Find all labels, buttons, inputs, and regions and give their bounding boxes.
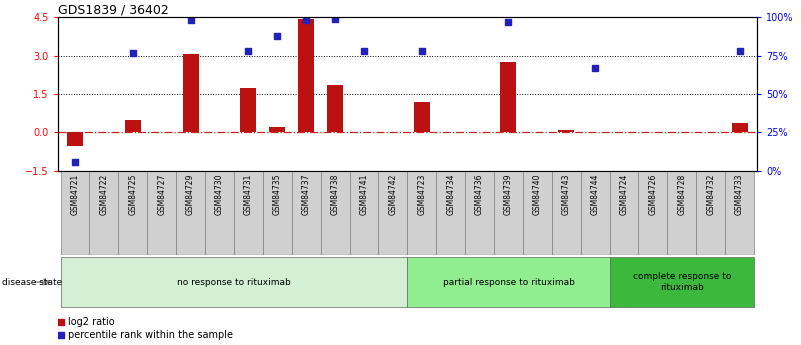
Text: GSM84736: GSM84736 (475, 173, 484, 215)
Point (54, 333, 67, 338)
Text: GSM84723: GSM84723 (417, 173, 426, 215)
Text: GSM84739: GSM84739 (504, 173, 513, 215)
Bar (298, 19, 314, 132)
Bar (696, 171, 725, 255)
Bar (465, 171, 494, 255)
Text: GSM84729: GSM84729 (186, 173, 195, 215)
Bar (610, 171, 638, 255)
Bar (292, 171, 320, 255)
Bar (349, 171, 378, 255)
Text: percentile rank within the sample: percentile rank within the sample (67, 331, 232, 341)
Text: GSM84730: GSM84730 (215, 173, 224, 215)
Text: no response to rituximab: no response to rituximab (177, 277, 291, 287)
Point (502, 19, 515, 24)
Bar (523, 171, 552, 255)
Text: GSM84732: GSM84732 (706, 173, 715, 215)
Point (271, 33, 284, 38)
Bar (667, 171, 696, 255)
Bar (501, 62, 517, 132)
Point (184, 18, 197, 23)
Text: GSM84734: GSM84734 (446, 173, 455, 215)
Bar (147, 171, 176, 255)
Bar (205, 171, 234, 255)
Bar (327, 85, 343, 132)
Text: GSM84721: GSM84721 (70, 173, 79, 215)
Bar (407, 171, 437, 255)
Bar (125, 120, 141, 132)
Bar (90, 171, 119, 255)
Bar (552, 171, 581, 255)
Bar (61, 171, 90, 255)
Bar (638, 171, 667, 255)
Bar (240, 88, 256, 132)
Bar (378, 171, 407, 255)
Text: GSM84735: GSM84735 (273, 173, 282, 215)
Text: complete response to
rituximab: complete response to rituximab (633, 272, 731, 292)
Text: GSM84741: GSM84741 (360, 173, 368, 215)
Text: GSM84727: GSM84727 (157, 173, 166, 215)
Text: GSM84744: GSM84744 (590, 173, 600, 215)
Bar (731, 124, 747, 132)
Point (300, 18, 312, 23)
Bar (437, 171, 465, 255)
Bar (183, 55, 199, 132)
Point (69, 159, 82, 164)
Text: GSM84737: GSM84737 (302, 173, 311, 215)
Bar (407, 257, 610, 307)
Bar (263, 171, 292, 255)
Bar (581, 171, 610, 255)
Point (127, 50, 139, 55)
Point (357, 48, 370, 54)
Text: GSM84733: GSM84733 (735, 173, 744, 215)
Point (589, 65, 602, 71)
Text: GSM84724: GSM84724 (619, 173, 629, 215)
Bar (610, 257, 754, 307)
Bar (725, 171, 754, 255)
Text: GSM84738: GSM84738 (331, 173, 340, 215)
Bar (558, 130, 574, 132)
Bar (67, 132, 83, 147)
Point (328, 16, 341, 21)
Bar (320, 171, 349, 255)
Text: GSM84742: GSM84742 (388, 173, 397, 215)
Text: GSM84728: GSM84728 (678, 173, 686, 215)
Text: GSM84740: GSM84740 (533, 173, 541, 215)
Bar (234, 171, 263, 255)
Text: GSM84743: GSM84743 (562, 173, 571, 215)
Bar (176, 171, 205, 255)
Text: GDS1839 / 36402: GDS1839 / 36402 (58, 3, 168, 16)
Point (416, 48, 429, 54)
Point (242, 48, 255, 54)
Point (733, 48, 746, 54)
Text: log2 ratio: log2 ratio (67, 317, 115, 327)
Bar (269, 127, 285, 132)
Bar (61, 257, 407, 307)
Text: GSM84725: GSM84725 (128, 173, 137, 215)
Bar (119, 171, 147, 255)
Text: GSM84722: GSM84722 (99, 173, 108, 215)
Bar (414, 102, 429, 132)
Point (54, 319, 67, 324)
Text: GSM84731: GSM84731 (244, 173, 253, 215)
Text: partial response to rituximab: partial response to rituximab (442, 277, 574, 287)
Bar (494, 171, 523, 255)
Text: disease state: disease state (2, 277, 62, 287)
Text: GSM84726: GSM84726 (649, 173, 658, 215)
